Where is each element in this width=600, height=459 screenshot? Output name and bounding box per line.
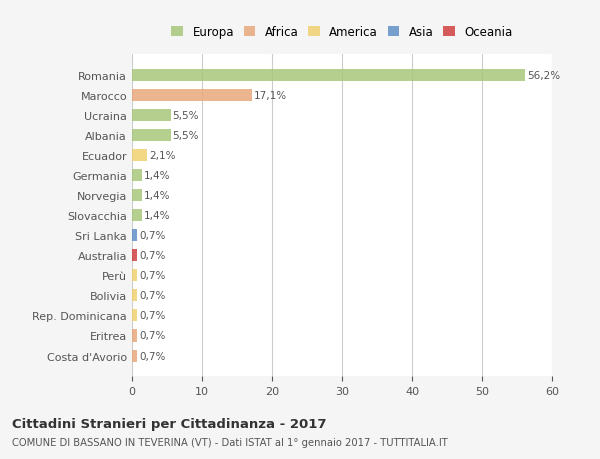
Text: 0,7%: 0,7% [139,251,166,261]
Text: 0,7%: 0,7% [139,231,166,241]
Text: 5,5%: 5,5% [173,111,199,121]
Bar [132,190,142,202]
Bar [132,70,526,82]
Bar [132,110,170,122]
Bar [132,310,137,322]
Text: 56,2%: 56,2% [527,71,560,81]
Text: 0,7%: 0,7% [139,271,166,281]
Text: 17,1%: 17,1% [254,91,287,101]
Bar [132,150,146,162]
Text: Cittadini Stranieri per Cittadinanza - 2017: Cittadini Stranieri per Cittadinanza - 2… [12,417,326,430]
Bar [132,130,170,142]
Text: COMUNE DI BASSANO IN TEVERINA (VT) - Dati ISTAT al 1° gennaio 2017 - TUTTITALIA.: COMUNE DI BASSANO IN TEVERINA (VT) - Dat… [12,437,448,447]
Text: 0,7%: 0,7% [139,331,166,341]
Bar [132,270,137,282]
Text: 1,4%: 1,4% [144,211,170,221]
Text: 1,4%: 1,4% [144,191,170,201]
Bar [132,210,142,222]
Bar [132,290,137,302]
Bar [132,230,137,242]
Text: 0,7%: 0,7% [139,351,166,361]
Bar [132,90,252,102]
Text: 2,1%: 2,1% [149,151,175,161]
Text: 1,4%: 1,4% [144,171,170,181]
Bar [132,350,137,362]
Text: 5,5%: 5,5% [173,131,199,141]
Legend: Europa, Africa, America, Asia, Oceania: Europa, Africa, America, Asia, Oceania [168,22,516,42]
Bar [132,170,142,182]
Text: 0,7%: 0,7% [139,311,166,321]
Text: 0,7%: 0,7% [139,291,166,301]
Bar [132,330,137,342]
Bar [132,250,137,262]
